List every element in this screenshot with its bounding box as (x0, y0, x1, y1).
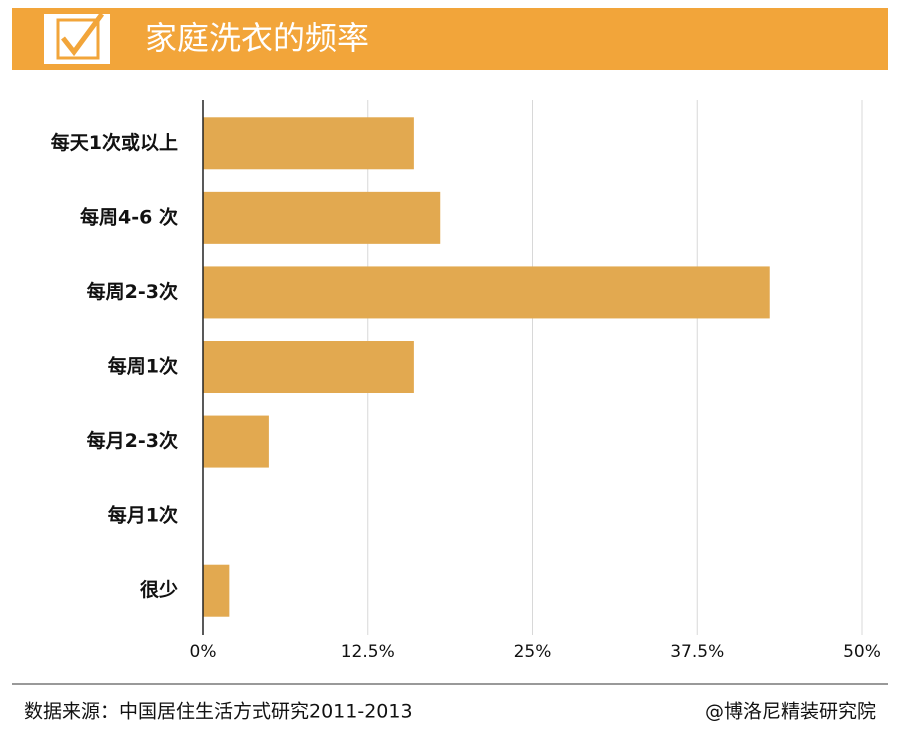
bar (203, 266, 770, 319)
check-mark (61, 12, 105, 57)
bar (203, 191, 441, 244)
y-tick-label: 每天1次或以上 (51, 131, 178, 154)
y-tick-label: 每周1次 (108, 355, 178, 378)
credit: @博洛尼精装研究院 (705, 701, 876, 723)
bar (203, 117, 414, 170)
x-tick-label: 0% (190, 642, 217, 662)
y-tick-label: 每月2-3次 (87, 429, 178, 452)
bar (203, 415, 269, 468)
bar (203, 341, 414, 393)
check-box (56, 18, 100, 60)
bar (203, 564, 230, 617)
header-bar (12, 8, 888, 70)
x-tick-label: 50% (843, 642, 881, 662)
source-note: 数据来源：中国居住生活方式研究2011-2013 (24, 701, 413, 723)
y-tick-label: 每周4-6 次 (80, 205, 178, 228)
chart-title: 家庭洗衣的频率 (145, 19, 369, 57)
x-tick-label: 12.5% (341, 642, 395, 662)
x-tick-label: 37.5% (670, 642, 724, 662)
y-tick-label: 很少 (140, 578, 178, 601)
x-tick-label: 25% (514, 642, 552, 662)
y-tick-label: 每月1次 (108, 504, 178, 527)
y-tick-label: 每周2-3次 (87, 280, 178, 303)
